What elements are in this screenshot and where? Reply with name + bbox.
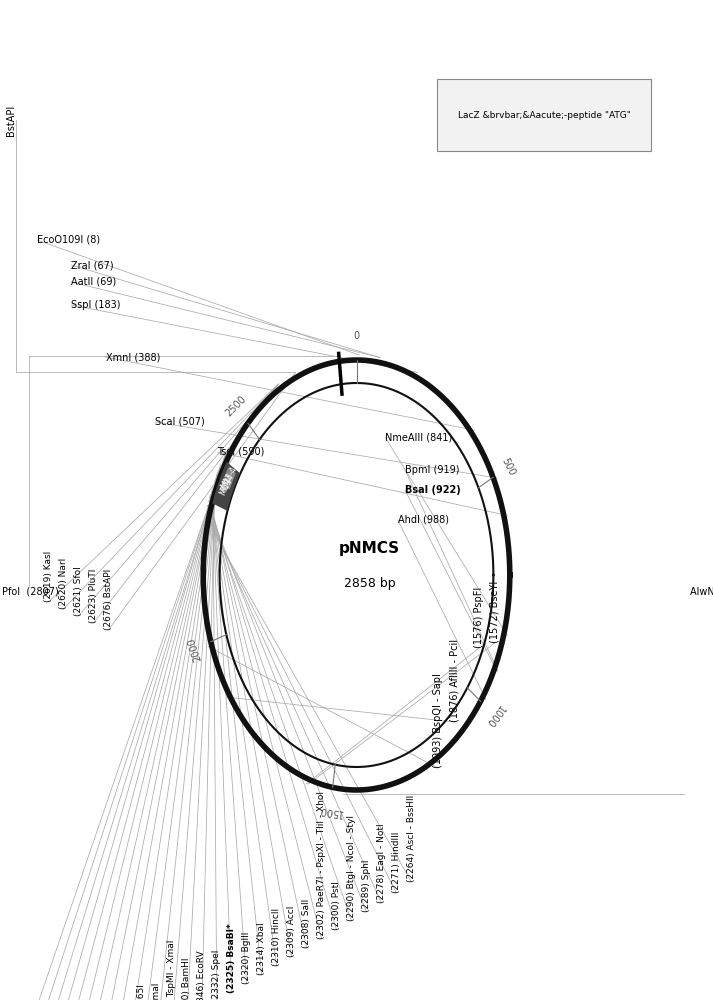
Text: NmeAIII (841): NmeAIII (841) [385, 432, 452, 442]
Text: (2308) SalI: (2308) SalI [302, 899, 311, 948]
Text: PfoI  (2807): PfoI (2807) [2, 587, 59, 597]
Polygon shape [222, 478, 232, 489]
Text: (2302) PaeR7I - PspXI - TliI - XhoI: (2302) PaeR7I - PspXI - TliI - XhoI [317, 791, 326, 939]
Text: ScaI (507): ScaI (507) [155, 417, 205, 427]
Text: 1000: 1000 [483, 703, 506, 728]
Text: (2289) SphI: (2289) SphI [362, 859, 371, 912]
Text: (2357) SmaI: (2357) SmaI [153, 983, 161, 1000]
Text: XmnI (388): XmnI (388) [106, 352, 160, 362]
Polygon shape [225, 468, 235, 481]
Text: (2309) AccI: (2309) AccI [287, 906, 296, 957]
Text: EcoO109I (8): EcoO109I (8) [37, 235, 101, 245]
Text: LacZ &brvbar;&Aacute;-peptide "ATG": LacZ &brvbar;&Aacute;-peptide "ATG" [458, 110, 630, 119]
Text: TsoI (590): TsoI (590) [217, 447, 265, 457]
Text: M13-47: M13-47 [219, 460, 241, 490]
FancyBboxPatch shape [437, 79, 651, 151]
Text: (2332) SpeI: (2332) SpeI [212, 950, 221, 1000]
Text: 2858 bp: 2858 bp [344, 576, 395, 589]
Text: (2290) BtgI - NcoI - StyI: (2290) BtgI - NcoI - StyI [347, 815, 356, 921]
Text: (2621) SfoI: (2621) SfoI [74, 566, 83, 616]
Text: AhdI (988): AhdI (988) [398, 515, 449, 525]
Text: BstAPI: BstAPI [6, 104, 16, 136]
Text: (2264) AscI - BssHII: (2264) AscI - BssHII [407, 795, 416, 882]
Text: AatII (69): AatII (69) [71, 277, 116, 287]
Text: SspI (183): SspI (183) [71, 300, 120, 310]
Text: 1500: 1500 [317, 804, 343, 818]
Text: 500: 500 [500, 456, 517, 477]
Text: (2278) EagI - NotI: (2278) EagI - NotI [377, 823, 386, 903]
Polygon shape [213, 463, 239, 510]
Text: (1576) PspFI: (1576) PspFI [474, 587, 484, 648]
Text: (2676) BstAPI: (2676) BstAPI [104, 569, 113, 630]
Text: (1572) BseYI: (1572) BseYI [490, 581, 500, 643]
Text: (2320) BglII: (2320) BglII [242, 932, 251, 984]
Text: (2271) HindIII: (2271) HindIII [392, 832, 401, 893]
Text: (2620) NarI: (2620) NarI [59, 558, 68, 609]
Text: (2314) XbaI: (2314) XbaI [257, 922, 266, 975]
Text: (2350) BamHI: (2350) BamHI [183, 958, 191, 1000]
Text: (2623) PluTI: (2623) PluTI [89, 569, 98, 623]
Text: (2359) Acc65I: (2359) Acc65I [138, 984, 146, 1000]
Text: (2310) HincII: (2310) HincII [272, 908, 281, 966]
Text: AlwNI (1467): AlwNI (1467) [690, 587, 713, 597]
Text: ZraI (67): ZraI (67) [71, 260, 114, 270]
Text: (1993) BspQI - SapI: (1993) BspQI - SapI [433, 673, 443, 768]
Text: 0: 0 [354, 331, 359, 341]
Text: (2355) TspMI - XmaI: (2355) TspMI - XmaI [168, 940, 176, 1000]
Text: MCS: MCS [217, 477, 234, 497]
Text: 2500: 2500 [224, 394, 248, 419]
Text: (2325) BsaBI*: (2325) BsaBI* [227, 923, 236, 993]
Text: (2619) KasI: (2619) KasI [44, 551, 53, 602]
Text: (1876) AflIII - PciI: (1876) AflIII - PciI [449, 639, 459, 722]
Text: (2346) EcoRV: (2346) EcoRV [198, 950, 206, 1000]
Text: BsaI (922): BsaI (922) [405, 485, 461, 495]
Text: BpmI (919): BpmI (919) [405, 465, 459, 475]
Text: 2000: 2000 [186, 636, 203, 662]
Text: RV-M: RV-M [219, 473, 235, 494]
Text: pNMCS: pNMCS [339, 542, 400, 556]
Text: (2300) PstI: (2300) PstI [332, 881, 341, 930]
